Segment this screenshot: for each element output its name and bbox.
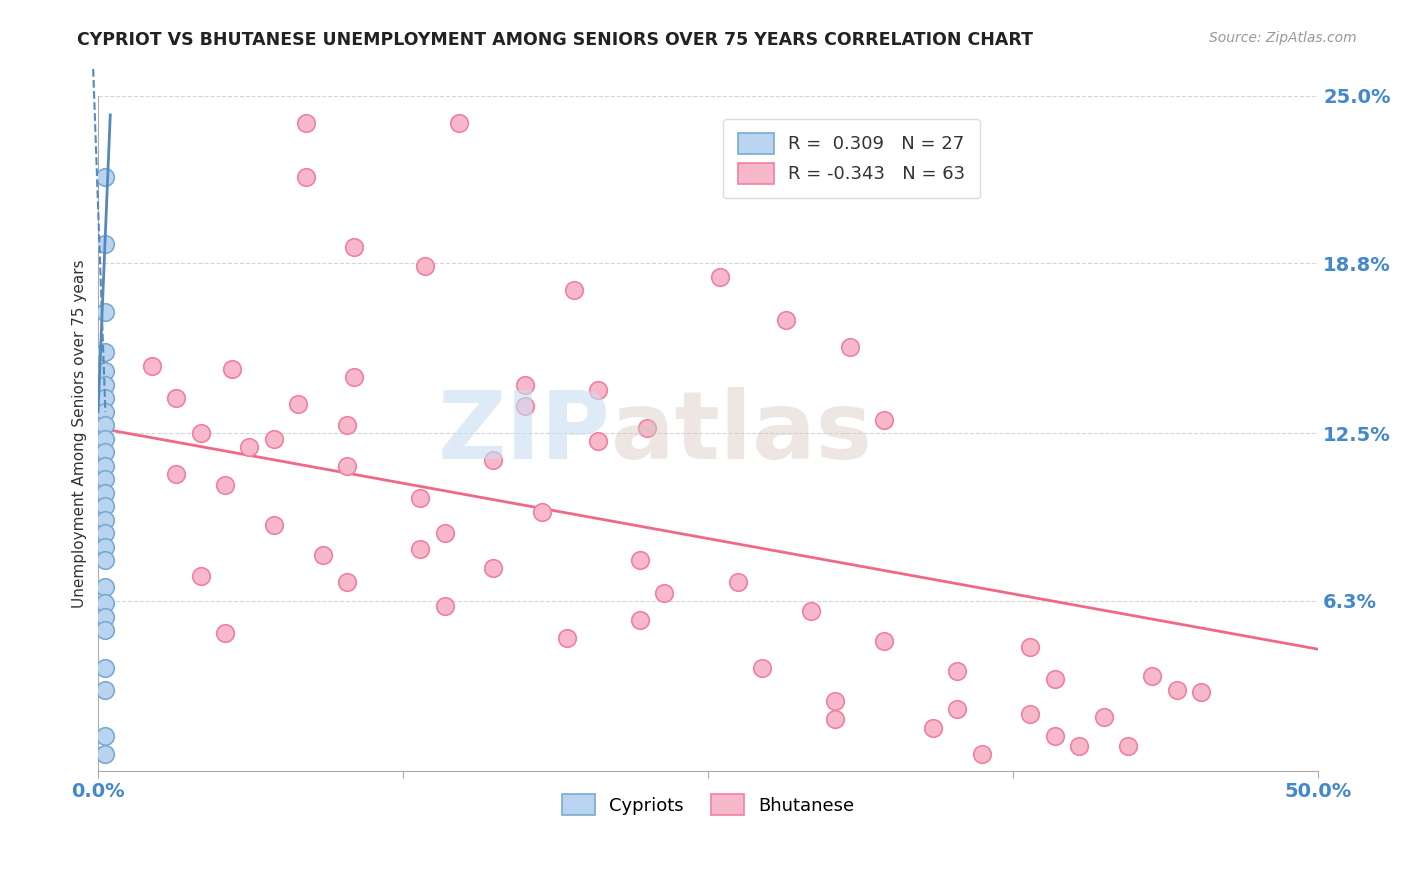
Point bbox=[775, 313, 797, 327]
Point bbox=[94, 418, 117, 433]
Point bbox=[727, 574, 749, 589]
Point bbox=[921, 721, 943, 735]
Point bbox=[409, 491, 432, 505]
Point bbox=[343, 369, 366, 384]
Point bbox=[94, 432, 117, 446]
Point bbox=[628, 553, 651, 567]
Point bbox=[824, 713, 846, 727]
Text: Source: ZipAtlas.com: Source: ZipAtlas.com bbox=[1209, 31, 1357, 45]
Point bbox=[94, 472, 117, 486]
Point bbox=[1092, 709, 1115, 723]
Point bbox=[946, 664, 969, 678]
Point bbox=[1043, 672, 1066, 686]
Point bbox=[94, 540, 117, 554]
Y-axis label: Unemployment Among Seniors over 75 years: Unemployment Among Seniors over 75 years bbox=[72, 259, 87, 607]
Point bbox=[94, 513, 117, 527]
Point bbox=[636, 421, 658, 435]
Point bbox=[94, 345, 117, 359]
Point bbox=[409, 542, 432, 557]
Point bbox=[94, 553, 117, 567]
Point bbox=[94, 458, 117, 473]
Text: ZIP: ZIP bbox=[437, 387, 610, 479]
Point bbox=[433, 599, 456, 613]
Text: CYPRIOT VS BHUTANESE UNEMPLOYMENT AMONG SENIORS OVER 75 YEARS CORRELATION CHART: CYPRIOT VS BHUTANESE UNEMPLOYMENT AMONG … bbox=[77, 31, 1033, 49]
Point bbox=[94, 661, 117, 675]
Text: atlas: atlas bbox=[610, 387, 872, 479]
Point bbox=[263, 432, 285, 446]
Point bbox=[482, 453, 505, 467]
Point bbox=[1069, 739, 1091, 754]
Point bbox=[588, 434, 610, 449]
Point bbox=[94, 377, 117, 392]
Point bbox=[165, 467, 187, 481]
Point bbox=[824, 693, 846, 707]
Point bbox=[336, 418, 359, 433]
Point bbox=[873, 634, 896, 648]
Point bbox=[238, 440, 260, 454]
Point bbox=[515, 377, 537, 392]
Point bbox=[652, 585, 675, 599]
Point bbox=[1189, 685, 1212, 699]
Point bbox=[311, 548, 333, 562]
Point bbox=[94, 580, 117, 594]
Point bbox=[94, 596, 117, 610]
Point bbox=[94, 485, 117, 500]
Point bbox=[970, 747, 993, 762]
Point bbox=[141, 359, 163, 373]
Point bbox=[94, 169, 117, 184]
Point bbox=[336, 574, 359, 589]
Point bbox=[562, 283, 585, 297]
Point bbox=[531, 505, 554, 519]
Point bbox=[555, 632, 578, 646]
Point bbox=[94, 391, 117, 405]
Point bbox=[343, 240, 366, 254]
Point bbox=[1116, 739, 1139, 754]
Point bbox=[94, 305, 117, 319]
Point bbox=[449, 116, 471, 130]
Point bbox=[838, 340, 860, 354]
Point bbox=[433, 526, 456, 541]
Point bbox=[94, 610, 117, 624]
Point bbox=[165, 391, 187, 405]
Point bbox=[94, 364, 117, 378]
Point bbox=[94, 526, 117, 541]
Point bbox=[294, 169, 316, 184]
Point bbox=[214, 626, 236, 640]
Point bbox=[1019, 640, 1042, 654]
Point bbox=[221, 361, 243, 376]
Point bbox=[1043, 729, 1066, 743]
Point bbox=[336, 458, 359, 473]
Point bbox=[94, 405, 117, 419]
Point bbox=[751, 661, 773, 675]
Point bbox=[1142, 669, 1164, 683]
Point bbox=[515, 400, 537, 414]
Point bbox=[800, 604, 823, 618]
Point bbox=[263, 518, 285, 533]
Point bbox=[94, 682, 117, 697]
Point bbox=[946, 701, 969, 715]
Point bbox=[190, 426, 212, 441]
Point bbox=[873, 413, 896, 427]
Point bbox=[94, 445, 117, 459]
Point bbox=[94, 624, 117, 638]
Point bbox=[482, 561, 505, 575]
Point bbox=[294, 116, 316, 130]
Point bbox=[709, 269, 731, 284]
Point bbox=[588, 383, 610, 397]
Point bbox=[214, 477, 236, 491]
Point bbox=[413, 259, 436, 273]
Point bbox=[94, 747, 117, 762]
Point bbox=[94, 237, 117, 252]
Point bbox=[1166, 682, 1188, 697]
Point bbox=[94, 729, 117, 743]
Point bbox=[1019, 706, 1042, 721]
Point bbox=[94, 500, 117, 514]
Point bbox=[287, 397, 309, 411]
Point bbox=[628, 613, 651, 627]
Legend: Cypriots, Bhutanese: Cypriots, Bhutanese bbox=[555, 787, 862, 822]
Point bbox=[190, 569, 212, 583]
